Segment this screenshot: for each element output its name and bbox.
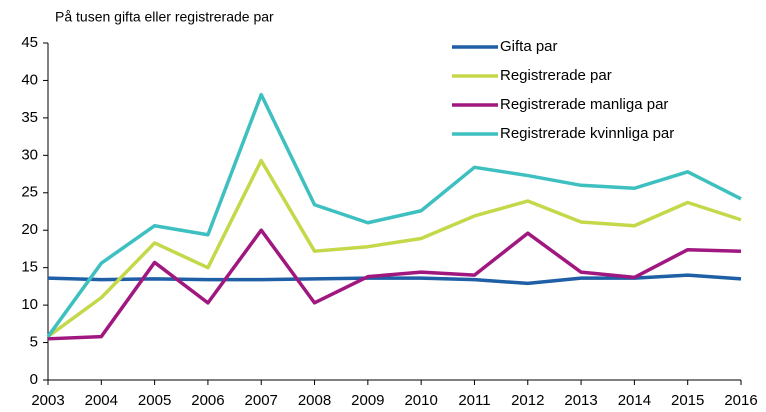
x-tick-label: 2014: [618, 392, 651, 409]
y-tick-label: 5: [30, 334, 38, 351]
y-tick-label: 35: [21, 109, 38, 126]
chart-title: På tusen gifta eller registrerade par: [55, 9, 274, 25]
y-tick-label: 40: [21, 71, 38, 88]
x-tick-label: 2011: [458, 392, 490, 409]
y-tick-label: 30: [21, 146, 38, 163]
y-tick-label: 15: [21, 259, 38, 276]
x-tick-label: 2006: [191, 392, 224, 409]
y-tick-label: 25: [21, 184, 38, 201]
legend-label: Gifta par: [500, 38, 558, 55]
line-series: [47, 228, 742, 341]
legend-label: Registrerade manliga par: [500, 96, 668, 113]
x-tick-label: 2005: [138, 392, 171, 409]
x-tick-label: 2008: [298, 392, 331, 409]
x-tick-label: 2013: [564, 392, 597, 409]
x-tick-label: 2016: [724, 392, 757, 409]
x-tick-label: 2004: [85, 392, 118, 409]
x-tick-label: 2010: [404, 392, 437, 409]
x-tick-label: 2012: [511, 392, 544, 409]
line-series: [46, 92, 742, 338]
x-tick-label: 2003: [31, 392, 64, 409]
y-tick-label: 45: [21, 34, 38, 51]
x-tick-label: 2009: [351, 392, 384, 409]
x-tick-label: 2015: [671, 392, 704, 409]
y-tick-label: 0: [30, 371, 38, 388]
legend-label: Registrerade kvinnliga par: [500, 125, 674, 142]
x-tick-label: 2007: [245, 392, 278, 409]
y-tick-label: 20: [21, 221, 38, 238]
line-series: [46, 158, 742, 338]
legend-label: Registrerade par: [500, 67, 612, 84]
y-tick-label: 10: [21, 296, 38, 313]
